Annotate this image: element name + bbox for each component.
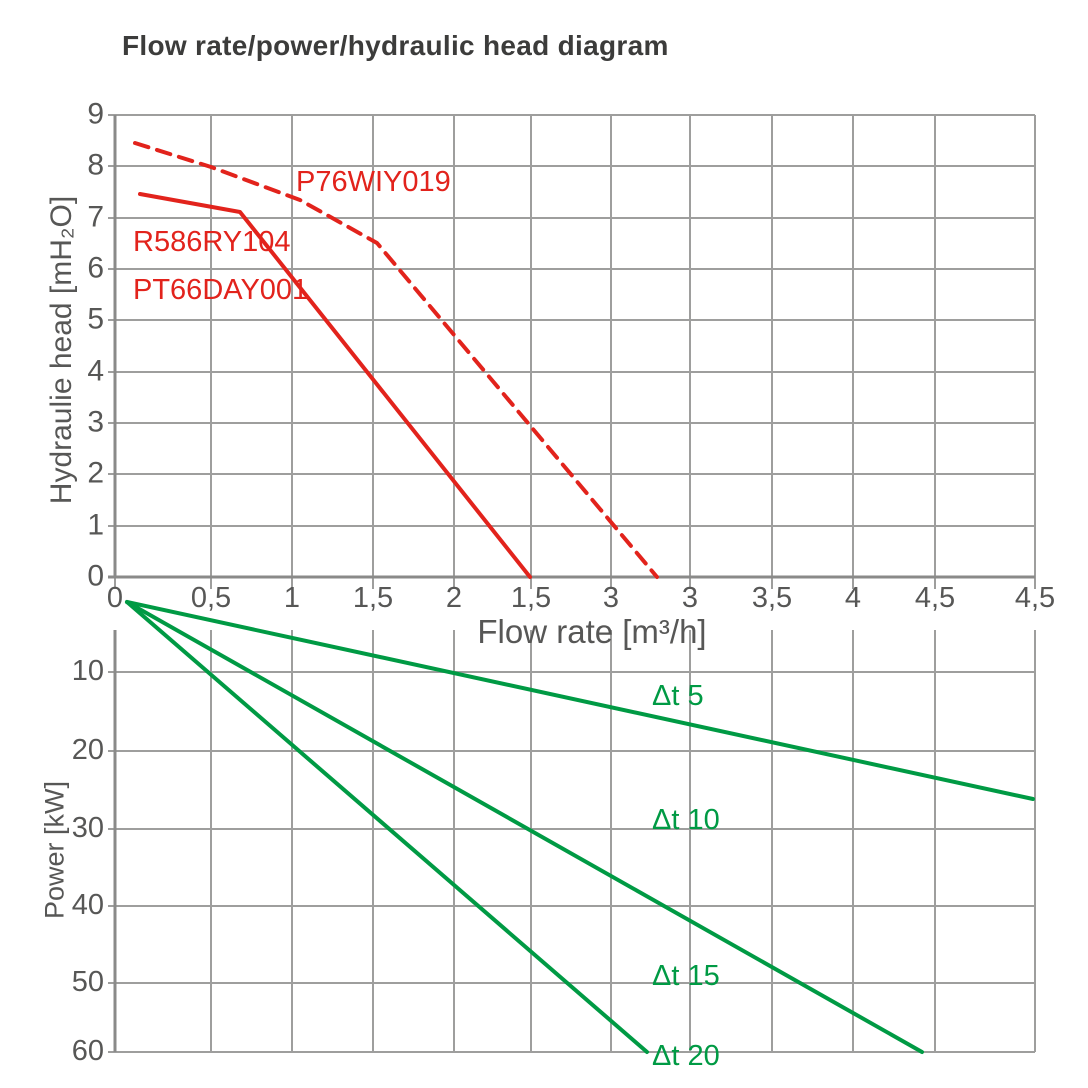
series-line--t-5 — [125, 600, 1035, 801]
series-label: Δt 20 — [652, 1040, 720, 1072]
x-tick-label: 3,5 — [751, 582, 793, 614]
x-tick-label: 0 — [106, 582, 124, 614]
power-series — [125, 600, 1035, 1054]
y-tick-label: 5 — [87, 302, 104, 336]
x-tick-label: 1,5 — [352, 582, 394, 614]
x-tick-label: 3 — [602, 582, 620, 614]
head-series — [133, 141, 659, 579]
series-line--t-15-t-20 — [125, 600, 649, 1054]
series-line-p76wiy019 — [133, 141, 659, 579]
page-title: Flow rate/power/hydraulic head diagram — [122, 30, 669, 61]
y-tick-label: 3 — [87, 405, 104, 439]
x-tick-label: 3 — [681, 582, 699, 614]
x-tick-label: 2 — [445, 582, 463, 614]
series-line-r586ry104-pt66day001 — [138, 192, 532, 579]
series-label: Δt 10 — [652, 804, 720, 836]
y-tick-label: 9 — [87, 97, 104, 131]
y-tick-label: 6 — [87, 251, 104, 285]
head-y-axis-title: Hydraulie head [mH₂O] — [45, 195, 78, 505]
y-tick-label: 4 — [87, 354, 104, 388]
y-tick-label: 40 — [71, 888, 104, 921]
head-chart-grid — [108, 114, 1036, 589]
y-tick-label: 60 — [71, 1034, 104, 1067]
x-tick-label: 4,5 — [1014, 582, 1056, 614]
series-label: R586RY104 — [133, 226, 291, 258]
y-tick-label: 0 — [87, 559, 104, 593]
x-tick-label: 1,5 — [510, 582, 552, 614]
y-tick-label: 20 — [71, 733, 104, 766]
power-chart-grid — [108, 630, 1036, 1053]
x-tick-label: 0,5 — [190, 582, 232, 614]
y-tick-label: 1 — [87, 508, 104, 542]
y-tick-label: 7 — [87, 200, 104, 234]
series-label: Δt 15 — [652, 960, 720, 992]
flow-rate-axis-title: Flow rate [m³/h] — [477, 613, 707, 650]
series-label: Δt 5 — [652, 680, 704, 712]
y-tick-label: 8 — [87, 148, 104, 182]
series-label: P76WIY019 — [296, 166, 451, 198]
y-tick-label: 50 — [71, 965, 104, 998]
power-y-axis-title: Power [kW] — [39, 780, 70, 920]
x-tick-label: 4 — [844, 582, 862, 614]
series-label: PT66DAY001 — [133, 274, 309, 306]
y-tick-label: 10 — [71, 654, 104, 687]
x-tick-label: 1 — [283, 582, 301, 614]
series-line--t-10 — [125, 600, 924, 1054]
y-tick-label: 2 — [87, 456, 104, 490]
y-tick-label: 30 — [71, 811, 104, 844]
x-tick-label: 4,5 — [914, 582, 956, 614]
